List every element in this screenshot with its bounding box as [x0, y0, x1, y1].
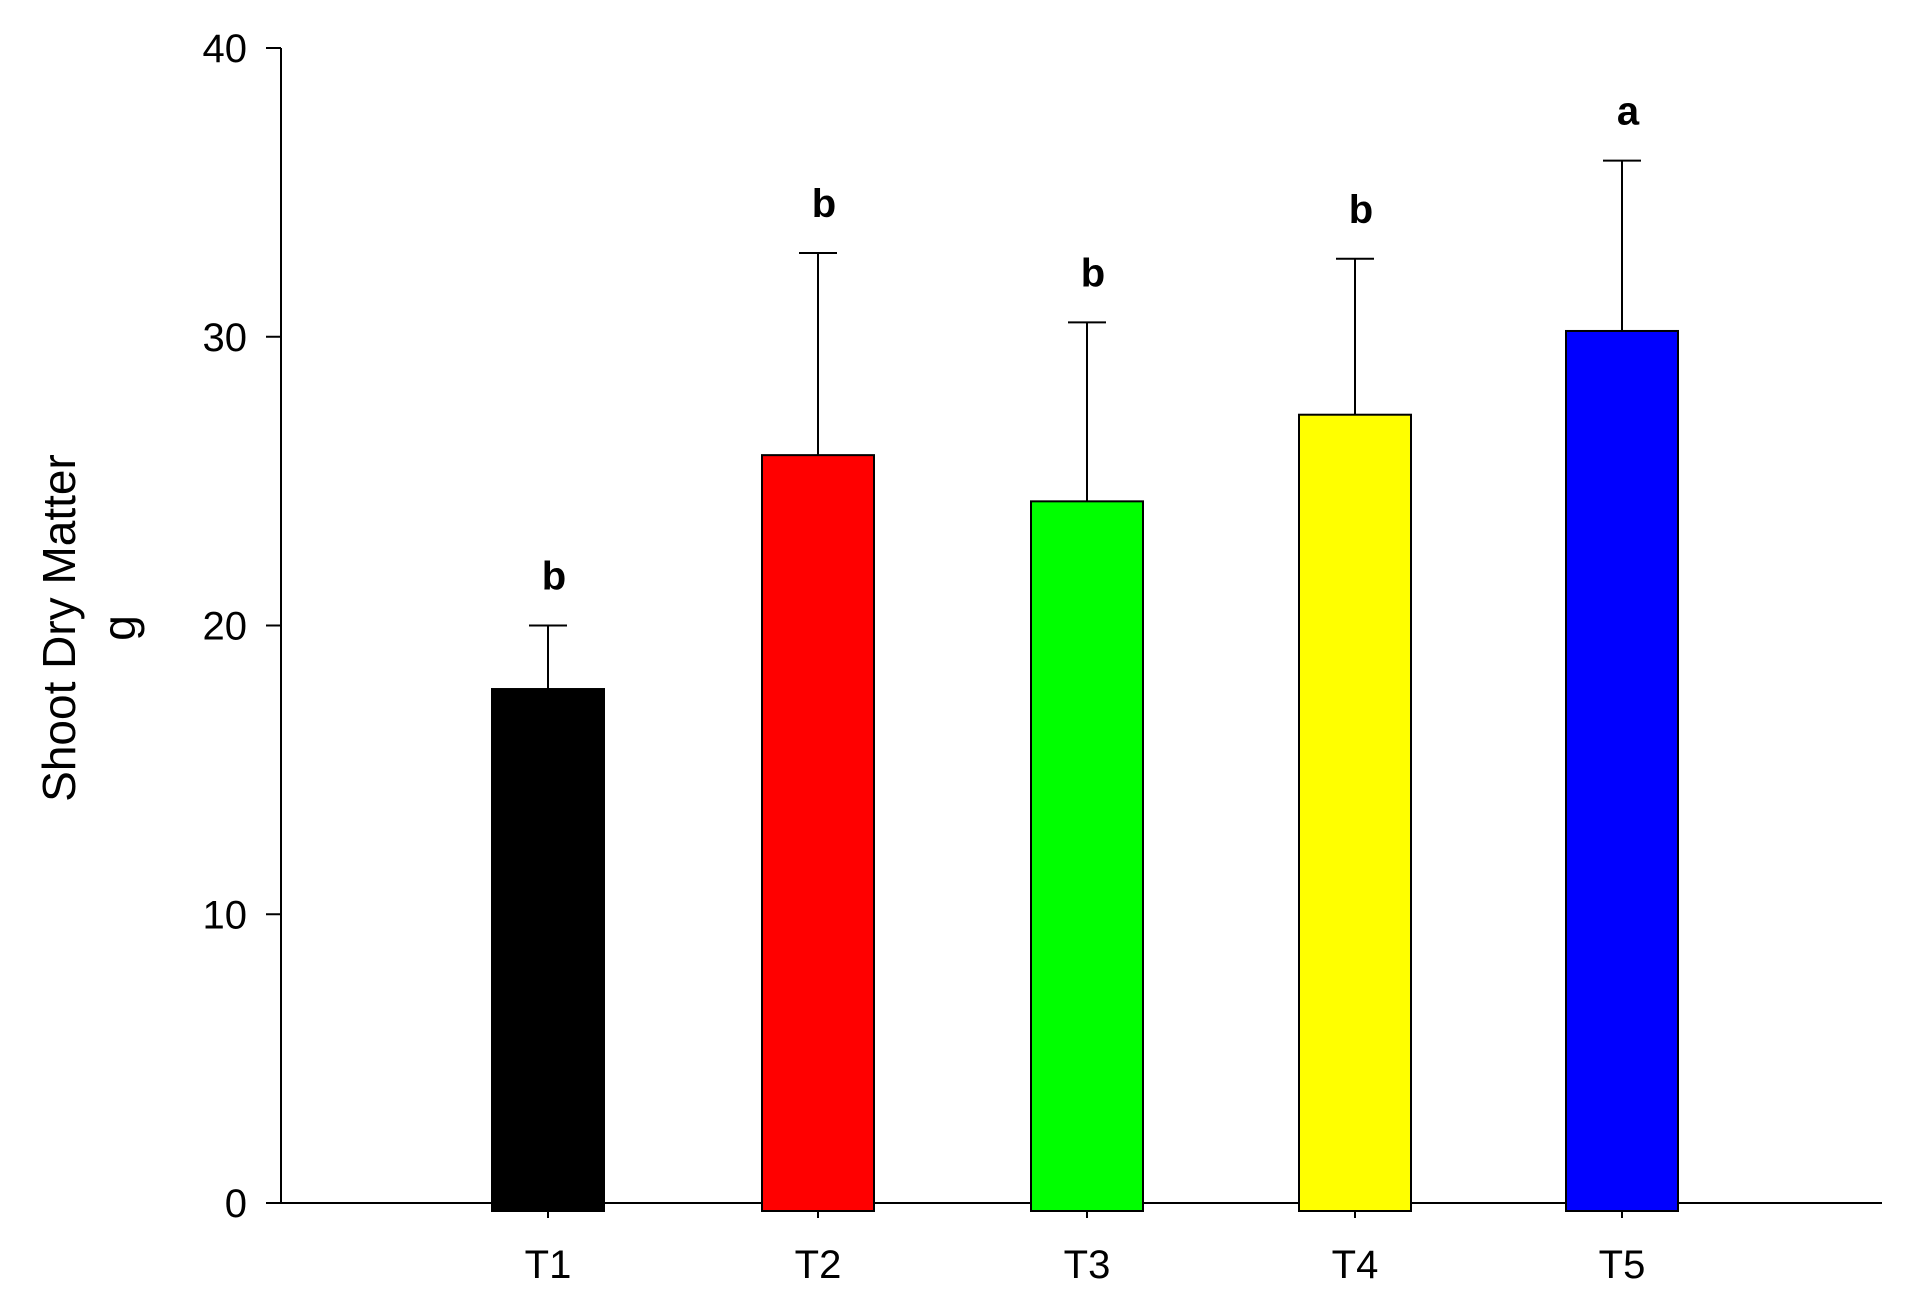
- x-tick-label: T1: [525, 1243, 572, 1287]
- bar: [761, 454, 875, 1212]
- y-axis-unit-label: g: [93, 615, 145, 641]
- significance-letter: b: [542, 555, 566, 599]
- x-tick-label: T2: [795, 1243, 842, 1287]
- y-axis-label: Shoot Dry Matter: [33, 454, 85, 802]
- bar: [1298, 413, 1412, 1212]
- x-tick-label: T4: [1332, 1243, 1379, 1287]
- y-tick-label: 30: [203, 316, 248, 360]
- labels-layer: b T1 b T2 b T3 b T4 a T5: [525, 90, 1646, 1287]
- significance-letter: a: [1617, 90, 1640, 134]
- significance-letter: b: [1349, 188, 1373, 232]
- y-tick-label: 0: [225, 1182, 247, 1226]
- y-tick-label: 40: [203, 27, 248, 71]
- error-bars-layer: [529, 159, 1641, 690]
- y-tick-label: 20: [203, 605, 248, 649]
- x-tick-label: T5: [1599, 1243, 1646, 1287]
- bar: [1565, 329, 1679, 1213]
- significance-letter: b: [812, 182, 836, 226]
- significance-letter: b: [1081, 251, 1105, 295]
- y-tick-label: 10: [203, 893, 248, 937]
- bar: [1030, 500, 1144, 1212]
- bar: [491, 688, 605, 1212]
- bars-layer: [491, 329, 1679, 1213]
- x-tick-label: T3: [1064, 1243, 1111, 1287]
